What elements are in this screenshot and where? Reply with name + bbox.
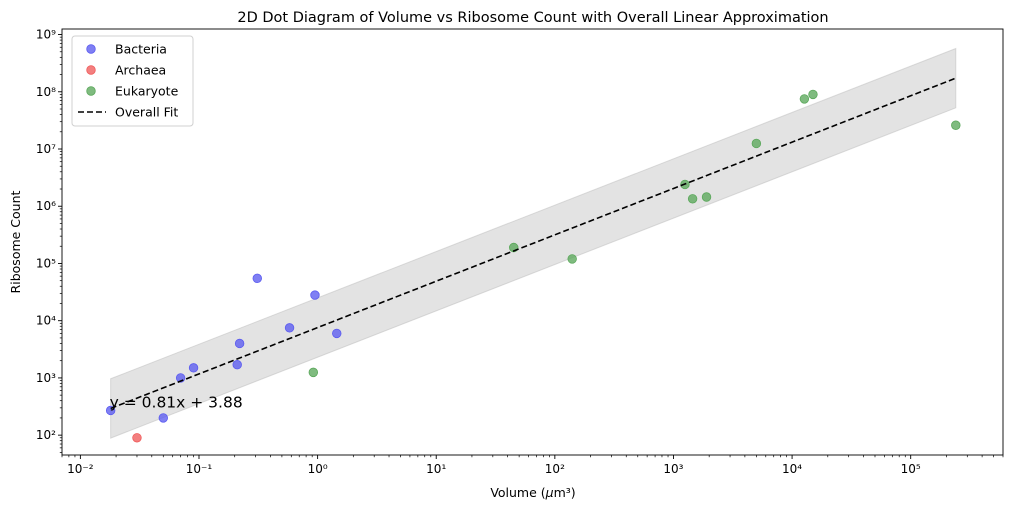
y-tick-label: 10⁸: [36, 85, 56, 99]
legend: Bacteria Archaea Eukaryote Overall Fit: [71, 35, 194, 127]
x-tick-label: 10⁰: [308, 462, 328, 476]
legend-marker-archaea: [86, 65, 96, 75]
plot-area: [61, 28, 1004, 456]
x-tick-label: 10⁻¹: [186, 462, 213, 476]
x-tick-label: 10⁻²: [67, 462, 94, 476]
x-tick-label: 10⁵: [901, 462, 921, 476]
y-tick-label: 10⁶: [36, 199, 56, 213]
y-tick-label: 10²: [36, 428, 56, 442]
y-axis: 10² 10³ 10⁴ 10⁵ 10⁶ 10⁷ 10⁸ 10⁹: [36, 28, 62, 453]
y-tick-label: 10³: [36, 371, 56, 385]
legend-label: Archaea: [115, 63, 166, 78]
chart-title: 2D Dot Diagram of Volume vs Ribosome Cou…: [237, 10, 828, 26]
x-axis: 10⁻² 10⁻¹ 10⁰ 10¹ 10² 10³ 10⁴ 10⁵: [61, 455, 1004, 476]
y-tick-label: 10⁷: [36, 142, 56, 156]
plot-frame: [61, 28, 1004, 456]
data-point-eukaryote: [951, 120, 961, 130]
fit-equation-label: y = 0.81x + 3.88: [110, 393, 243, 411]
y-tick-label: 10⁵: [36, 256, 56, 270]
data-point-bacteria: [188, 363, 199, 373]
data-point-bacteria: [284, 323, 295, 333]
y-tick-label: 10⁴: [36, 314, 56, 328]
fit-line: [110, 77, 957, 410]
legend-marker-bacteria: [86, 44, 96, 54]
legend-marker-eukaryote: [86, 86, 96, 96]
x-tick-label: 10³: [663, 462, 683, 476]
data-point-bacteria: [252, 273, 262, 284]
data-point-eukaryote: [308, 367, 319, 378]
x-tick-label: 10²: [545, 462, 565, 476]
legend-box: [71, 35, 194, 127]
data-point-eukaryote: [751, 138, 762, 149]
data-point-eukaryote: [701, 192, 712, 202]
y-axis-label: Ribosome Count: [8, 190, 23, 293]
y-tick-label: 10⁹: [36, 28, 56, 42]
legend-label: Bacteria: [115, 42, 167, 57]
data-point-bacteria: [158, 413, 168, 423]
legend-label: Eukaryote: [115, 84, 179, 99]
data-point-eukaryote: [687, 194, 698, 204]
data-point-eukaryote: [799, 94, 810, 104]
x-tick-label: 10¹: [426, 462, 446, 476]
data-point-bacteria: [332, 328, 342, 339]
data-point-eukaryote: [808, 89, 818, 100]
legend-label: Overall Fit: [115, 105, 178, 120]
data-point-bacteria: [232, 360, 242, 370]
x-axis-label: Volume (μm³): [490, 485, 575, 500]
data-point-eukaryote: [567, 254, 577, 264]
data-point-bacteria: [234, 338, 245, 349]
x-tick-label: 10⁴: [782, 462, 802, 476]
data-point-bacteria: [310, 290, 320, 300]
data-point-archaea: [132, 433, 142, 443]
